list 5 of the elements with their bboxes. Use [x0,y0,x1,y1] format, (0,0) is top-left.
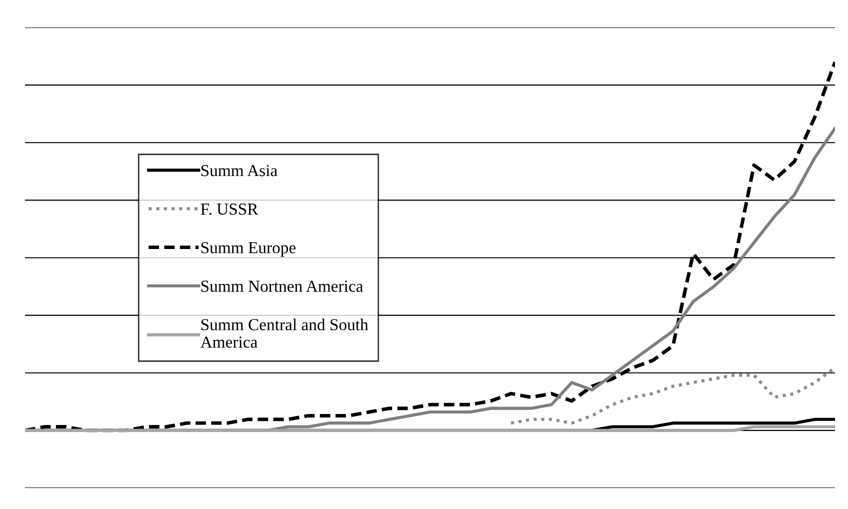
legend-label: Summ Central and South America [200,318,368,348]
legend-label: Summ Nortnen America [201,280,364,292]
legend-label: Summ Europe [201,242,296,257]
legend-label: F. USSR [200,204,258,215]
legend-label: Summ Asia [201,165,278,176]
